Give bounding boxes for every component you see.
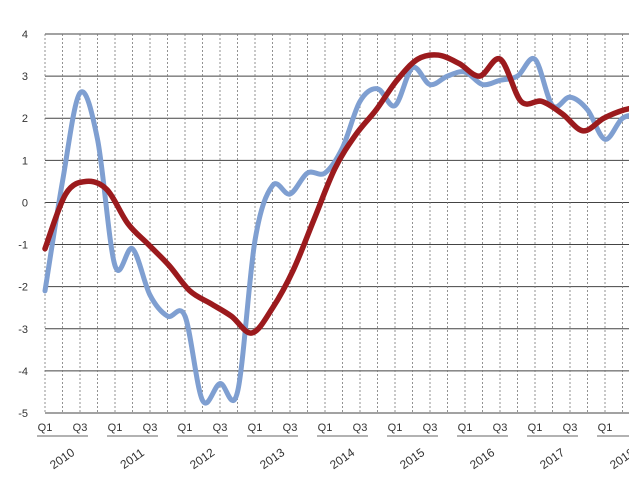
- y-tick-label: 2: [22, 113, 28, 125]
- quarter-label: Q3: [143, 422, 158, 434]
- y-axis: 4 3 2 1 0 -1 -2 -3 -4 -5: [18, 29, 28, 420]
- quarter-label: Q1: [318, 422, 333, 434]
- quarter-label: Q3: [353, 422, 368, 434]
- year-label: 2010: [47, 445, 77, 472]
- year-label: 2011: [118, 445, 147, 471]
- quarter-label: Q3: [283, 422, 298, 434]
- y-tick-label: 3: [22, 71, 28, 83]
- year-label: 2015: [397, 445, 427, 472]
- y-tick-label: -2: [18, 282, 28, 294]
- year-label: 2018: [607, 445, 629, 472]
- y-tick-label: 0: [22, 197, 28, 209]
- year-label: 2017: [537, 445, 567, 472]
- quarter-label: Q1: [388, 422, 403, 434]
- quarter-label: Q1: [248, 422, 263, 434]
- year-label: 2014: [327, 445, 357, 472]
- x-axis: Q1 Q3 2010 Q1 Q3 2011 Q1 Q3 2012 Q1 Q3 2013 Q1 Q3 2014…: [37, 422, 629, 472]
- y-tick-label: -1: [18, 240, 28, 252]
- y-tick-label: -4: [18, 366, 28, 378]
- y-tick-label: 4: [22, 29, 28, 41]
- quarter-label: Q1: [178, 422, 193, 434]
- quarter-label: Q1: [108, 422, 123, 434]
- quarter-label: Q1: [598, 422, 613, 434]
- y-tick-label: -5: [18, 408, 28, 420]
- y-tick-label: -3: [18, 324, 28, 336]
- quarter-label: Q3: [563, 422, 578, 434]
- y-tick-label: 1: [22, 155, 28, 167]
- chart-grid: [44, 33, 629, 414]
- year-label: 2016: [467, 445, 497, 472]
- series-line-red: [42, 52, 629, 336]
- series-lines: [42, 52, 629, 406]
- quarter-label: Q3: [493, 422, 508, 434]
- quarter-label: Q1: [38, 422, 53, 434]
- year-label: 2012: [187, 445, 217, 472]
- quarter-label: Q1: [458, 422, 473, 434]
- quarter-label: Q3: [73, 422, 88, 434]
- quarter-label: Q3: [213, 422, 228, 434]
- quarter-label: Q3: [423, 422, 438, 434]
- quarter-label: Q1: [528, 422, 543, 434]
- year-label: 2013: [257, 445, 287, 472]
